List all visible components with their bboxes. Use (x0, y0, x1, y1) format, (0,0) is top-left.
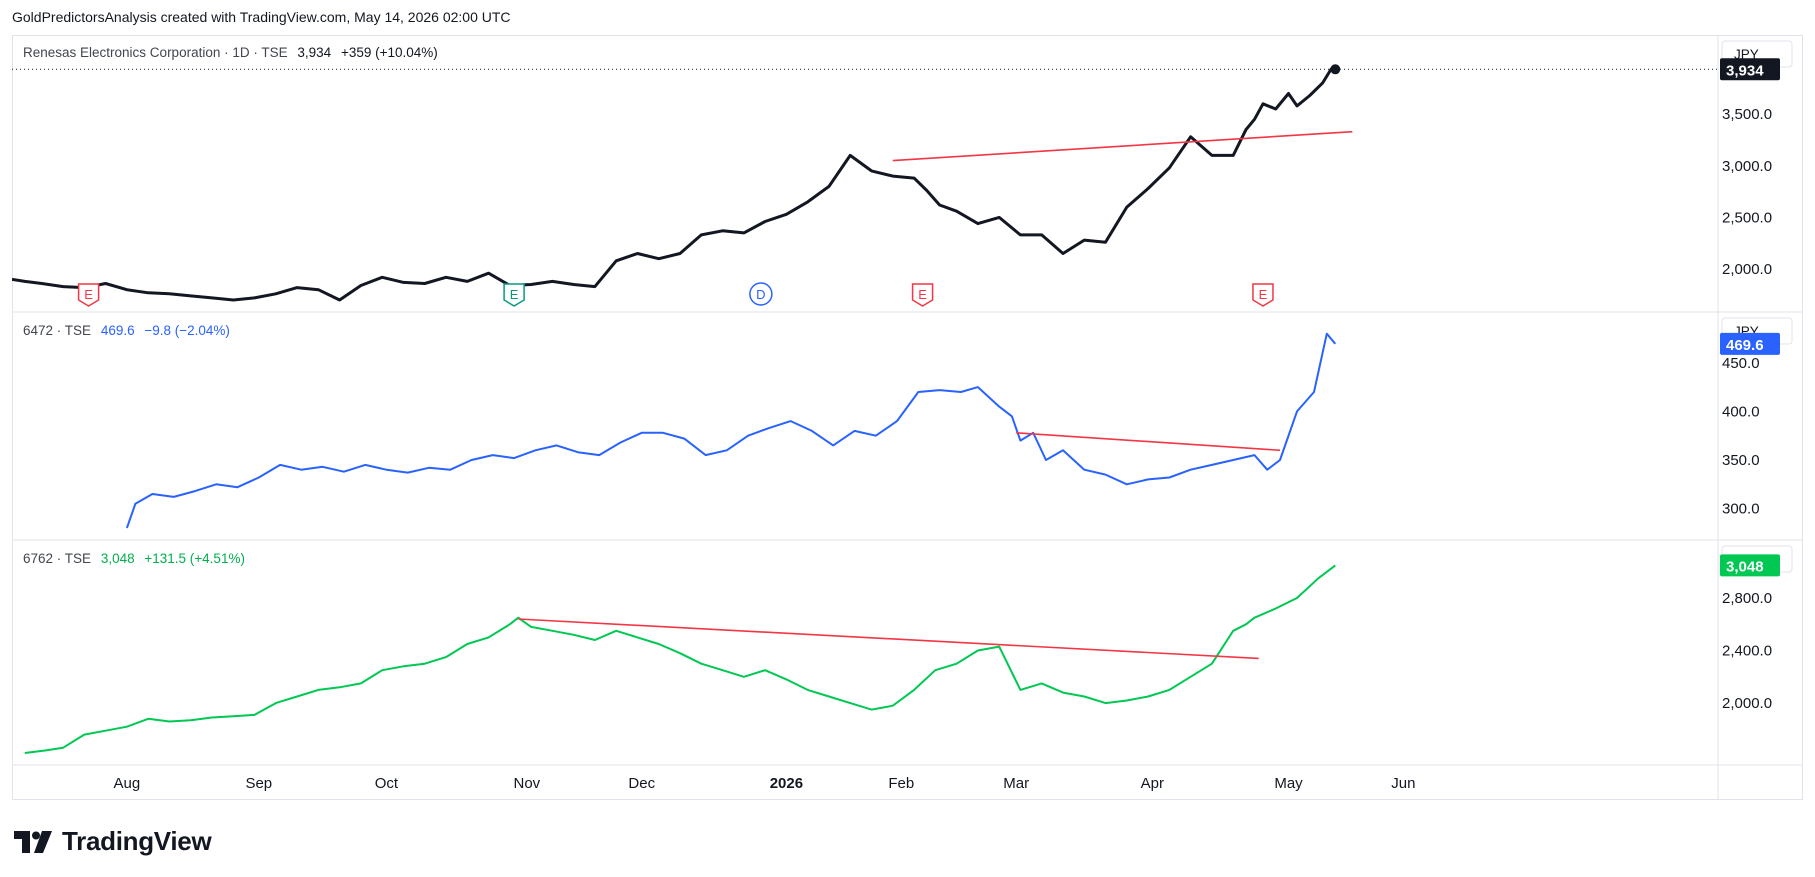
pane-2-series-line (125, 332, 1337, 529)
x-tick-label: 2026 (770, 775, 803, 792)
pane-1-trendline (892, 130, 1353, 162)
last-price-dot (1330, 64, 1341, 75)
x-tick-label: Nov (514, 775, 541, 792)
x-tick-label: Mar (1003, 775, 1029, 792)
event-label: E (84, 287, 93, 302)
brand-name: TradingView (62, 826, 212, 856)
pane3-last: 3,048 (100, 551, 135, 566)
pane1-last: 3,934 (297, 45, 332, 60)
y-tick-label: 2,400.0 (1722, 643, 1772, 660)
last-price-badge (1720, 332, 1780, 355)
pane2-change: −9.8 (−2.04%) (144, 323, 230, 338)
y-tick-label: 2,000.0 (1722, 261, 1772, 278)
earnings-event-icon (77, 283, 100, 307)
pane1-symbol: Renesas Electronics Corporation · 1D · T… (23, 45, 288, 60)
earnings-event-icon (911, 283, 934, 307)
x-tick-label: Jun (1391, 775, 1415, 792)
last-price-badge-label: 469.6 (1726, 337, 1764, 354)
tradingview-logo-icon (14, 830, 52, 853)
pane3-change: +131.5 (+4.51%) (144, 551, 245, 566)
earnings-event-icon (503, 283, 525, 307)
pane-3-trendline (518, 618, 1259, 660)
x-tick-label: Dec (628, 775, 655, 792)
dividend-event-icon (749, 282, 773, 306)
tradingview-brand[interactable]: TradingView (14, 826, 212, 857)
pane3-legend: 6762 · TSE 3,048 +131.5 (+4.51%) (23, 551, 251, 566)
last-price-badge-label: 3,048 (1726, 558, 1764, 575)
earnings-event-icon (1252, 283, 1274, 307)
pane2-symbol: 6472 · TSE (23, 323, 92, 338)
x-tick-label: May (1274, 775, 1303, 792)
currency-label: JPY (1734, 47, 1759, 62)
pane-3-plot (24, 564, 1336, 754)
y-tick-label: 3,000.0 (1722, 158, 1772, 175)
chart-frame[interactable] (12, 35, 1803, 800)
x-tick-label: Apr (1141, 775, 1164, 792)
pane2-last: 469.6 (100, 323, 135, 338)
x-tick-label: Oct (375, 775, 399, 792)
y-tick-label: 2,800.0 (1722, 590, 1772, 607)
pane-2-trendline (1016, 432, 1281, 452)
event-label: D (756, 287, 765, 302)
x-tick-label: Feb (888, 775, 914, 792)
event-label: E (918, 287, 927, 302)
pane-3-series-line (24, 564, 1336, 754)
event-label: E (1259, 287, 1268, 302)
pane-2-plot (125, 332, 1337, 529)
x-tick-label: Aug (114, 775, 141, 792)
y-tick-label: 300.0 (1722, 501, 1760, 518)
pane3-symbol: 6762 · TSE (23, 551, 92, 566)
x-tick-label: Sep (245, 775, 272, 792)
last-price-badge-label: 3,934 (1726, 62, 1764, 79)
y-tick-label: 3,500.0 (1722, 106, 1772, 123)
chart-attribution: GoldPredictorsAnalysis created with Trad… (12, 9, 511, 25)
pane1-legend: Renesas Electronics Corporation · 1D · T… (23, 45, 444, 60)
pane-1-series-line (12, 67, 1336, 302)
y-tick-label: 2,000.0 (1722, 695, 1772, 712)
event-label: E (510, 287, 519, 302)
y-tick-label: 400.0 (1722, 403, 1760, 420)
y-tick-label: 450.0 (1722, 355, 1760, 372)
pane2-legend: 6472 · TSE 469.6 −9.8 (−2.04%) (23, 323, 236, 338)
pane1-change: +359 (+10.04%) (340, 45, 438, 60)
pane-1-plot (12, 64, 1353, 302)
last-price-badge (1720, 58, 1780, 81)
y-tick-label: 2,500.0 (1722, 209, 1772, 226)
y-tick-label: 350.0 (1722, 452, 1760, 469)
last-price-badge (1720, 554, 1780, 577)
